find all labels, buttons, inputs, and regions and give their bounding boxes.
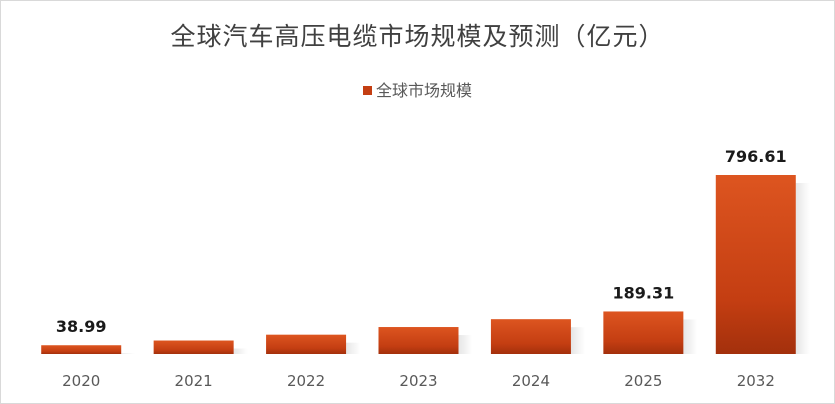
legend[interactable]: 全球市场规模 (1, 77, 834, 101)
data-label-2032: 796.61 (725, 147, 787, 166)
x-tick-2032: 2032 (737, 372, 775, 390)
bar-2032[interactable] (715, 175, 796, 354)
bar-2020[interactable] (41, 345, 122, 354)
bar-2025[interactable] (603, 311, 684, 354)
x-tick-2021: 2021 (175, 372, 213, 390)
bar-2021[interactable] (153, 340, 234, 354)
x-tick-2020: 2020 (62, 372, 100, 390)
data-label-2020: 38.99 (56, 317, 107, 336)
bars-layer (41, 175, 810, 354)
data-label-2025: 189.31 (612, 283, 674, 302)
x-tick-labels: 2020 2021 2022 2023 2024 2025 2032 (62, 372, 775, 390)
bar-shadow (233, 348, 248, 354)
bar-shadow (570, 327, 585, 354)
bar-2022[interactable] (266, 334, 347, 354)
legend-label: 全球市场规模 (375, 81, 472, 100)
bar-2023[interactable] (378, 327, 459, 354)
bar-shadow (121, 353, 136, 354)
x-tick-2023: 2023 (399, 372, 437, 390)
legend-swatch (362, 86, 372, 95)
x-tick-2025: 2025 (624, 372, 662, 390)
bar-2024[interactable] (490, 319, 571, 354)
x-tick-2022: 2022 (287, 372, 325, 390)
chart-title: 全球汽车高压电缆市场规模及预测（亿元） (170, 22, 665, 51)
labels-layer: 38.99 189.31 796.61 (56, 147, 787, 336)
bar-shadow (458, 335, 473, 354)
bar-shadow (795, 183, 810, 354)
bar-shadow (346, 342, 361, 354)
x-tick-2024: 2024 (512, 372, 550, 390)
bar-shadow (683, 319, 698, 354)
